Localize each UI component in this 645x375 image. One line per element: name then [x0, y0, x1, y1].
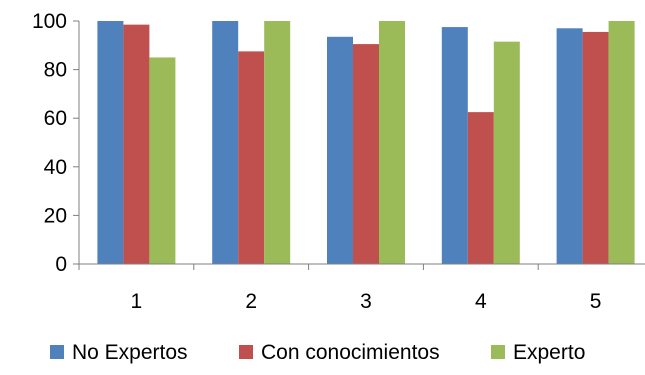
- bar-2-cat-3: [353, 44, 379, 265]
- y-axis-ticks: 0 20 40 60 80 100: [32, 10, 79, 276]
- y-tick-label: 0: [55, 253, 67, 276]
- bar-1-cat-2: [212, 21, 239, 264]
- y-tick-label: 60: [44, 107, 67, 130]
- bar-2-cat-4: [467, 112, 494, 264]
- bar-3-cat-4: [493, 41, 520, 264]
- legend-swatch: [491, 345, 505, 359]
- bar-3-cat-2: [264, 21, 291, 264]
- y-tick-label: 100: [32, 10, 67, 33]
- y-tick-label: 40: [44, 156, 67, 179]
- legend-label: Con conocimientos: [261, 341, 440, 364]
- bar-3-cat-3: [379, 21, 405, 264]
- y-tick-label: 80: [44, 59, 67, 82]
- bar-1-cat-1: [97, 21, 124, 264]
- legend-swatch: [50, 345, 64, 359]
- bar-2-cat-5: [582, 31, 609, 265]
- bar-3-cat-5: [608, 21, 635, 264]
- legend: No Expertos Con conocimientos Experto: [50, 341, 585, 364]
- x-axis-ticks: 1 2 3 4 5: [78, 264, 602, 313]
- x-tick-label: 1: [131, 290, 143, 313]
- bar-2-cat-2: [238, 51, 265, 264]
- bars: [97, 21, 635, 265]
- x-tick-label: 5: [590, 290, 602, 313]
- x-tick-label: 3: [360, 290, 372, 313]
- x-tick-label: 4: [475, 290, 487, 313]
- bar-1-cat-5: [556, 28, 583, 264]
- bar-1-cat-4: [441, 27, 468, 265]
- bar-1-cat-3: [327, 36, 353, 264]
- legend-swatch: [239, 345, 253, 359]
- legend-label: Experto: [513, 341, 585, 364]
- legend-label: No Expertos: [72, 341, 188, 364]
- y-tick-label: 20: [44, 204, 67, 227]
- bar-2-cat-1: [123, 24, 150, 264]
- bar-3-cat-1: [149, 57, 176, 265]
- x-tick-label: 2: [245, 290, 257, 313]
